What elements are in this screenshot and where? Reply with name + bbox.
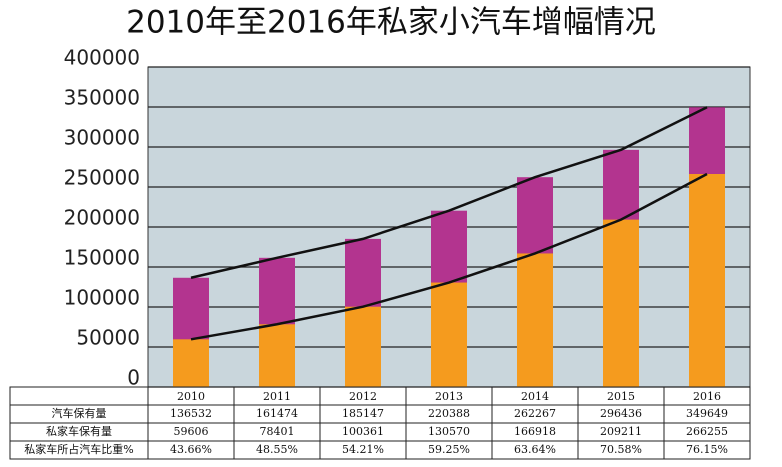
chart-title: 2010年至2016年私家小汽车增幅情况 (126, 5, 656, 41)
table-cell: 262267 (514, 407, 556, 420)
table-cell: 161474 (256, 407, 298, 420)
y-tick-label: 300000 (64, 126, 140, 150)
table-cell: 185147 (342, 407, 384, 420)
y-tick-label: 400000 (64, 46, 140, 70)
x-tick-label: 2016 (693, 390, 721, 403)
row-label: 私家车保有量 (46, 424, 112, 438)
table-cell: 209211 (600, 425, 642, 438)
y-tick-label: 150000 (64, 246, 140, 270)
table-cell: 70.58% (600, 443, 642, 456)
table-cell: 266255 (686, 425, 728, 438)
table-cell: 54.21% (342, 443, 384, 456)
x-tick-label: 2012 (349, 390, 377, 403)
table-cell: 100361 (342, 425, 384, 438)
trend-line (190, 172, 708, 341)
x-tick-label: 2011 (263, 390, 291, 403)
y-tick-label: 250000 (64, 166, 140, 190)
bar (689, 173, 725, 387)
bar (259, 324, 295, 387)
table-cell: 63.64% (514, 443, 556, 456)
bar (345, 306, 381, 387)
table-cell: 130570 (428, 425, 470, 438)
table-cell: 59.25% (428, 443, 470, 456)
y-tick-label: 200000 (64, 206, 140, 230)
table-cell: 76.15% (686, 443, 728, 456)
table-cell: 59606 (174, 425, 209, 438)
trend-line (190, 106, 708, 279)
table-cell: 296436 (600, 407, 642, 420)
table-cell: 349649 (686, 407, 728, 420)
table-cell: 43.66% (170, 443, 212, 456)
table-cell: 48.55% (256, 443, 298, 456)
x-tick-label: 2010 (177, 390, 205, 403)
bar (173, 339, 209, 387)
table-cell: 136532 (170, 407, 212, 420)
table-cell: 166918 (514, 425, 556, 438)
y-tick-label: 50000 (76, 326, 140, 350)
y-tick-label: 0 (127, 366, 140, 390)
row-label: 汽车保有量 (52, 406, 107, 420)
table-cell: 78401 (260, 425, 295, 438)
bar (431, 282, 467, 387)
bar (603, 219, 639, 387)
x-tick-label: 2015 (607, 390, 635, 403)
y-tick-label: 350000 (64, 86, 140, 110)
bar (517, 253, 553, 387)
row-label: 私家车所占汽车比重% (24, 442, 133, 456)
x-tick-label: 2014 (521, 390, 549, 403)
table-cell: 220388 (428, 407, 470, 420)
y-tick-label: 100000 (64, 286, 140, 310)
x-tick-label: 2013 (435, 390, 463, 403)
